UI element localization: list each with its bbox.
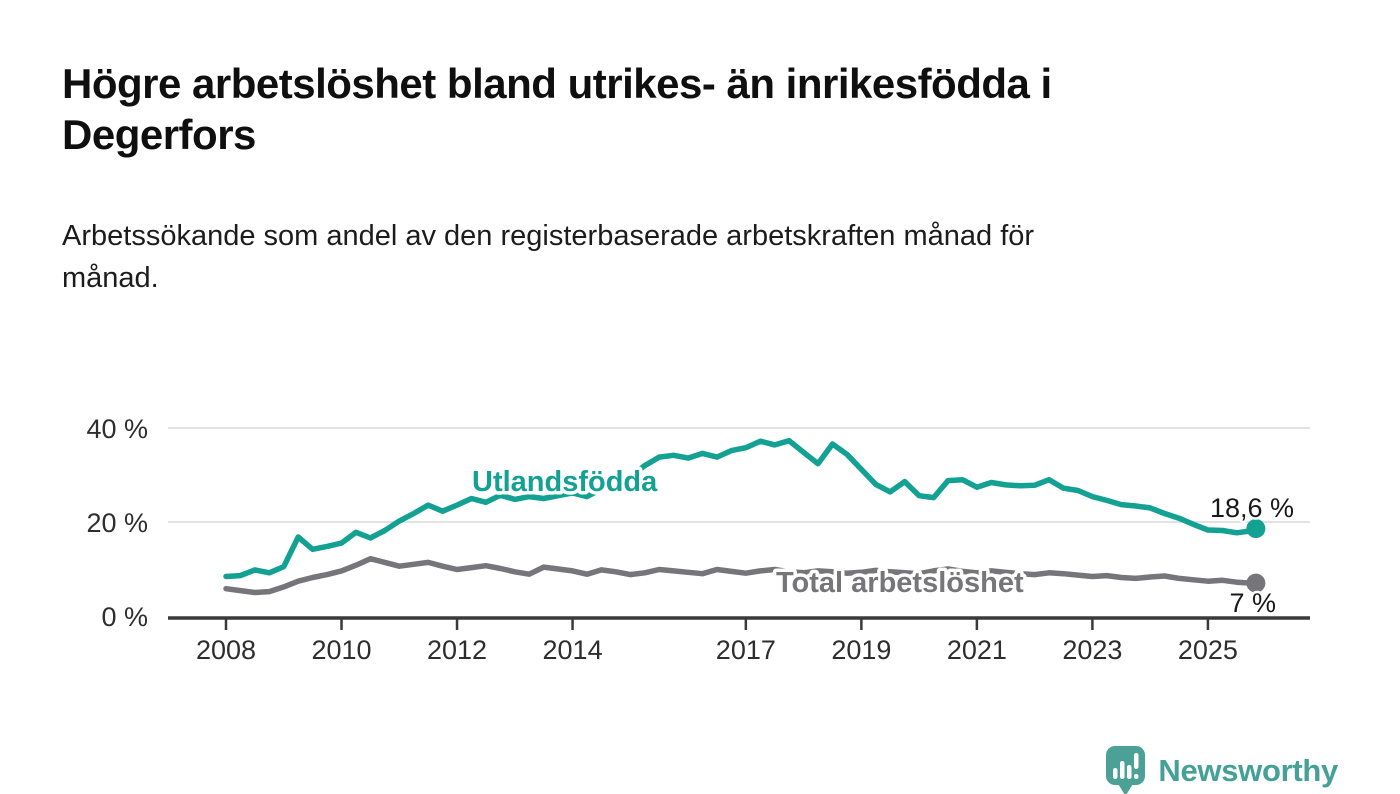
newsworthy-bar-chart-bubble-icon: [1106, 746, 1146, 794]
x-tick-label-2012: 2012: [427, 635, 487, 665]
x-tick-label-2017: 2017: [716, 635, 776, 665]
x-tick-label-2023: 2023: [1062, 635, 1122, 665]
x-tick-label-2014: 2014: [543, 635, 603, 665]
page-title: Högre arbetslöshet bland utrikes- än inr…: [62, 60, 1052, 159]
y-tick-label-20: 20 %: [86, 508, 148, 538]
y-tick-label-40: 40 %: [86, 414, 148, 444]
series-label-total-arbetsloshet: Total arbetslöshet: [776, 567, 1024, 599]
y-axis-labels: 0 % 20 % 40 %: [86, 414, 148, 632]
line-chart: 0 % 20 % 40 % 2008 2010 2012 2014 2017 2019 2021…: [86, 414, 1310, 665]
end-value-label-total: 7 %: [1229, 588, 1276, 618]
x-axis: [168, 616, 1310, 630]
chart-subtitle: Arbetssökande som andel av den registerb…: [62, 220, 1035, 294]
end-value-label-utlandsfodda: 18,6 %: [1210, 493, 1294, 523]
series-label-utlandsfodda: Utlandsfödda: [472, 466, 658, 498]
gridlines: [168, 427, 1310, 523]
series-line-total: [223, 555, 1259, 596]
series-end-dot-utlandsfodda: [1246, 519, 1266, 539]
x-tick-label-2010: 2010: [311, 635, 371, 665]
x-tick-label-2019: 2019: [831, 635, 891, 665]
y-tick-label-0: 0 %: [101, 602, 148, 632]
series-end-dot-total: [1246, 573, 1266, 593]
x-tick-label-2025: 2025: [1178, 635, 1238, 665]
chart-series: [223, 437, 1266, 596]
x-tick-label-2008: 2008: [196, 635, 256, 665]
infographic: Högre arbetslöshet bland utrikes- än inr…: [0, 58, 1400, 794]
x-axis-labels: 2008 2010 2012 2014 2017 2019 2021 2023 2025: [196, 635, 1238, 665]
newsworthy-wordmark: Newsworthy: [1158, 752, 1338, 788]
series-line-utlandsfodda: [223, 437, 1259, 580]
x-tick-label-2021: 2021: [947, 635, 1007, 665]
newsworthy-logo: Newsworthy: [1105, 744, 1338, 794]
